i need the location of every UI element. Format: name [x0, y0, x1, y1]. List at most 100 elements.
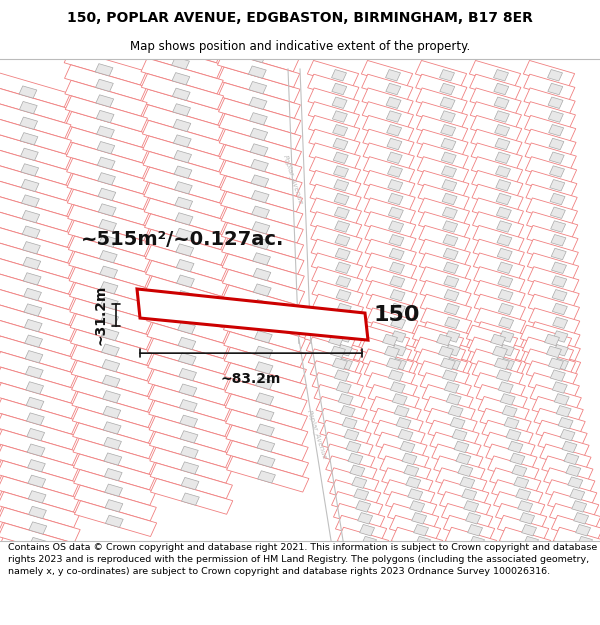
Polygon shape: [523, 337, 574, 364]
Polygon shape: [219, 129, 301, 165]
Polygon shape: [312, 372, 364, 399]
Polygon shape: [553, 331, 568, 342]
Polygon shape: [496, 166, 511, 177]
Polygon shape: [219, 114, 301, 149]
Polygon shape: [443, 516, 494, 542]
Polygon shape: [388, 370, 403, 381]
Text: Contains OS data © Crown copyright and database right 2021. This information is : Contains OS data © Crown copyright and d…: [8, 543, 597, 576]
Polygon shape: [458, 465, 473, 476]
Polygon shape: [366, 372, 418, 399]
Polygon shape: [0, 382, 77, 419]
Polygon shape: [548, 124, 563, 136]
Polygon shape: [417, 129, 468, 156]
Polygon shape: [444, 276, 459, 288]
Polygon shape: [440, 358, 455, 369]
Polygon shape: [22, 195, 40, 207]
Polygon shape: [0, 71, 70, 107]
Polygon shape: [499, 331, 514, 342]
Polygon shape: [0, 429, 79, 465]
Polygon shape: [179, 384, 197, 396]
Polygon shape: [0, 196, 73, 232]
Polygon shape: [174, 166, 192, 178]
Polygon shape: [329, 480, 381, 506]
Polygon shape: [446, 394, 461, 405]
Polygon shape: [524, 88, 575, 114]
Polygon shape: [416, 536, 430, 548]
Polygon shape: [564, 453, 579, 464]
Polygon shape: [0, 499, 4, 534]
Polygon shape: [0, 118, 71, 154]
Polygon shape: [416, 74, 467, 101]
Polygon shape: [0, 468, 2, 503]
Polygon shape: [223, 285, 305, 321]
Polygon shape: [0, 227, 74, 263]
Polygon shape: [68, 236, 151, 272]
Polygon shape: [256, 409, 274, 421]
Polygon shape: [499, 317, 514, 329]
Polygon shape: [441, 152, 456, 164]
Polygon shape: [482, 420, 533, 447]
Polygon shape: [391, 344, 406, 356]
Polygon shape: [434, 456, 485, 482]
Polygon shape: [550, 504, 600, 530]
Polygon shape: [365, 212, 416, 238]
Polygon shape: [392, 358, 406, 370]
Polygon shape: [218, 82, 301, 118]
Polygon shape: [392, 394, 407, 405]
Polygon shape: [432, 444, 483, 471]
Polygon shape: [0, 405, 1, 441]
Polygon shape: [363, 143, 415, 169]
Polygon shape: [350, 465, 365, 476]
Polygon shape: [499, 344, 514, 356]
Polygon shape: [440, 492, 491, 518]
Polygon shape: [145, 214, 227, 249]
Polygon shape: [452, 429, 467, 441]
Polygon shape: [548, 111, 563, 123]
Polygon shape: [226, 425, 308, 461]
Polygon shape: [383, 334, 397, 346]
Polygon shape: [148, 369, 230, 405]
Polygon shape: [29, 522, 47, 534]
Polygon shape: [436, 468, 487, 494]
Polygon shape: [340, 406, 355, 417]
Polygon shape: [526, 157, 577, 183]
Polygon shape: [390, 276, 405, 288]
Polygon shape: [548, 69, 562, 81]
Polygon shape: [389, 262, 404, 274]
Polygon shape: [336, 382, 351, 393]
Polygon shape: [419, 253, 470, 279]
Polygon shape: [493, 346, 508, 358]
Polygon shape: [380, 456, 431, 482]
Polygon shape: [70, 298, 152, 334]
Text: ~83.2m: ~83.2m: [221, 372, 281, 386]
Polygon shape: [538, 432, 589, 459]
Polygon shape: [550, 166, 565, 177]
Polygon shape: [334, 166, 349, 177]
Polygon shape: [510, 453, 525, 464]
Polygon shape: [304, 325, 356, 352]
Polygon shape: [67, 189, 149, 225]
Polygon shape: [560, 429, 575, 441]
Polygon shape: [253, 238, 270, 249]
Text: 150, POPLAR AVENUE, EDGBASTON, BIRMINGHAM, B17 8ER: 150, POPLAR AVENUE, EDGBASTON, BIRMINGHA…: [67, 11, 533, 25]
Polygon shape: [70, 314, 152, 349]
Polygon shape: [177, 291, 195, 303]
Polygon shape: [320, 420, 371, 447]
Polygon shape: [337, 528, 389, 554]
Polygon shape: [386, 69, 400, 81]
Polygon shape: [366, 294, 418, 321]
Polygon shape: [421, 322, 472, 348]
Polygon shape: [514, 477, 529, 488]
Polygon shape: [494, 492, 545, 518]
Polygon shape: [248, 51, 266, 62]
Polygon shape: [225, 394, 307, 430]
Polygon shape: [418, 361, 469, 388]
Polygon shape: [430, 432, 481, 459]
Polygon shape: [364, 184, 415, 211]
Polygon shape: [74, 485, 157, 521]
Polygon shape: [0, 414, 78, 450]
Polygon shape: [0, 545, 4, 581]
Polygon shape: [417, 143, 469, 169]
Text: Map shows position and indicative extent of the property.: Map shows position and indicative extent…: [130, 40, 470, 52]
Polygon shape: [332, 97, 347, 109]
